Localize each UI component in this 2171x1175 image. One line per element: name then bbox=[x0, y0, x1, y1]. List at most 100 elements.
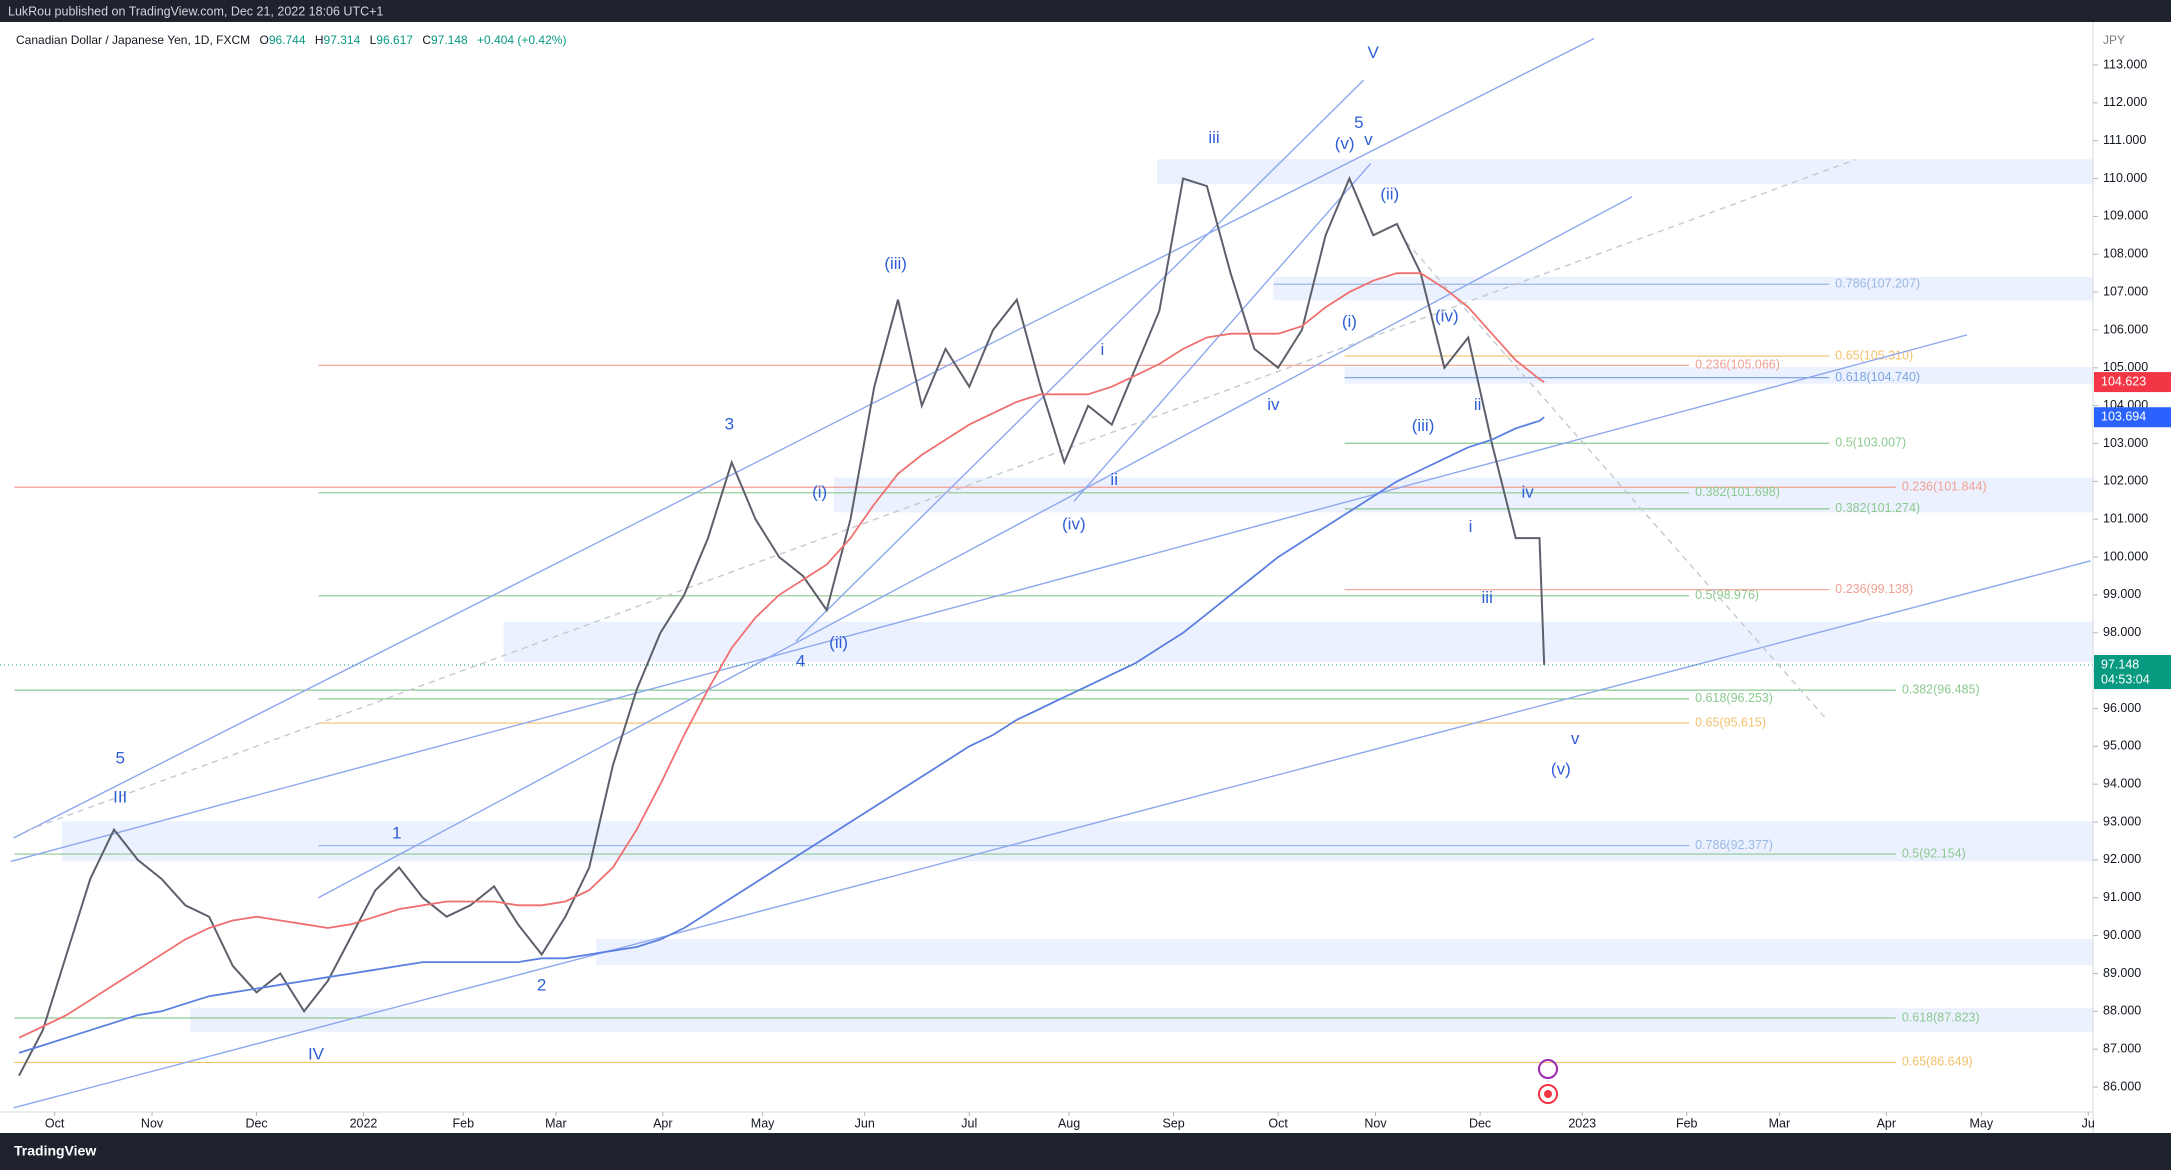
zone bbox=[1344, 367, 2093, 384]
x-tick-label: Feb bbox=[1676, 1116, 1698, 1130]
wave-label: (ii) bbox=[1380, 185, 1399, 204]
y-tick-label: 95.000 bbox=[2103, 739, 2141, 753]
wave-label: i bbox=[1469, 517, 1473, 536]
countdown: 04:53:04 bbox=[2101, 672, 2150, 686]
fib-label: 0.236(101.844) bbox=[1902, 480, 1987, 494]
x-tick-label: Sep bbox=[1162, 1116, 1184, 1130]
wave-label: (v) bbox=[1551, 759, 1571, 778]
y-tick-label: 92.000 bbox=[2103, 852, 2141, 866]
zone bbox=[190, 1008, 2093, 1032]
y-tick-label: 110.000 bbox=[2103, 171, 2147, 185]
wave-label: ii bbox=[1110, 470, 1118, 489]
wave-label: 1 bbox=[392, 823, 401, 842]
event-icon[interactable] bbox=[1538, 1059, 1558, 1079]
y-tick-label: 87.000 bbox=[2103, 1041, 2141, 1055]
y-tick-label: 93.000 bbox=[2103, 814, 2141, 828]
wave-label: (iii) bbox=[884, 254, 907, 273]
y-tick-label: 96.000 bbox=[2103, 701, 2141, 715]
wave-label: IV bbox=[308, 1045, 325, 1064]
wave-label: (v) bbox=[1335, 134, 1355, 153]
x-tick-label: Ju bbox=[2082, 1116, 2095, 1130]
wave-label: v bbox=[1364, 130, 1373, 149]
fib-label: 0.236(105.066) bbox=[1695, 358, 1780, 372]
price-label-box bbox=[2094, 372, 2171, 393]
zone bbox=[833, 477, 2093, 513]
fib-label: 0.65(86.649) bbox=[1902, 1055, 1973, 1069]
currency: JPY bbox=[2103, 33, 2125, 47]
y-tick-label: 113.000 bbox=[2103, 57, 2147, 71]
series-line bbox=[18, 272, 1545, 1039]
y-tick-label: 86.000 bbox=[2103, 1079, 2141, 1093]
wave-label: (iv) bbox=[1435, 307, 1459, 326]
x-tick-label: Oct bbox=[45, 1116, 65, 1130]
x-tick-label: Apr bbox=[653, 1116, 672, 1130]
trendline bbox=[13, 37, 1595, 839]
x-tick-label: Jul bbox=[961, 1116, 977, 1130]
ohlc-value: 96.617 bbox=[376, 33, 413, 47]
fib-label: 0.618(87.823) bbox=[1902, 1010, 1980, 1024]
brand: TradingView bbox=[14, 1143, 96, 1159]
x-tick-label: Apr bbox=[1877, 1116, 1896, 1130]
trendline bbox=[25, 158, 1856, 832]
wave-label: v bbox=[1571, 729, 1580, 748]
fib-label: 0.618(104.740) bbox=[1835, 370, 1920, 384]
y-tick-label: 107.000 bbox=[2103, 284, 2148, 298]
fib-label: 0.382(101.698) bbox=[1695, 485, 1780, 499]
y-tick-label: 91.000 bbox=[2103, 890, 2141, 904]
fib-label: 0.65(105.310) bbox=[1835, 348, 1913, 362]
footer-bar bbox=[0, 1133, 2171, 1170]
x-tick-label: 2022 bbox=[350, 1116, 378, 1130]
fib-label: 0.5(103.007) bbox=[1835, 436, 1906, 450]
x-tick-label: Aug bbox=[1058, 1116, 1080, 1130]
fib-label: 0.786(92.377) bbox=[1695, 838, 1773, 852]
wave-label: (i) bbox=[812, 483, 827, 502]
trendline bbox=[318, 196, 1633, 899]
wave-label: iii bbox=[1208, 128, 1219, 147]
fib-label: 0.786(107.207) bbox=[1835, 277, 1920, 291]
y-tick-label: 90.000 bbox=[2103, 928, 2141, 942]
zone bbox=[503, 621, 2093, 662]
wave-label: iv bbox=[1521, 483, 1534, 502]
zone bbox=[1156, 159, 2093, 185]
wave-label: (ii) bbox=[829, 633, 848, 652]
wave-label: ii bbox=[1474, 395, 1482, 414]
x-tick-label: May bbox=[751, 1116, 775, 1130]
y-tick-label: 102.000 bbox=[2103, 474, 2148, 488]
y-tick-label: 101.000 bbox=[2103, 512, 2148, 526]
fib-label: 0.618(96.253) bbox=[1695, 691, 1773, 705]
trendline bbox=[10, 334, 1968, 863]
y-tick-label: 94.000 bbox=[2103, 776, 2141, 790]
trendline bbox=[13, 560, 2091, 1109]
fib-label: 0.5(92.154) bbox=[1902, 846, 1966, 860]
symbol: Canadian Dollar / Japanese Yen, 1D, FXCM bbox=[16, 33, 250, 47]
x-tick-label: Mar bbox=[1769, 1116, 1791, 1130]
y-tick-label: 88.000 bbox=[2103, 1004, 2141, 1018]
wave-label: (iii) bbox=[1412, 416, 1435, 435]
price-label-box bbox=[2094, 655, 2171, 690]
price-label: 104.623 bbox=[2101, 374, 2146, 388]
x-tick-label: Feb bbox=[452, 1116, 474, 1130]
y-tick-label: 103.000 bbox=[2103, 436, 2148, 450]
y-tick-label: 89.000 bbox=[2103, 966, 2141, 980]
y-tick-label: 105.000 bbox=[2103, 360, 2148, 374]
x-tick-label: Oct bbox=[1268, 1116, 1288, 1130]
series-line bbox=[18, 416, 1545, 1054]
ohlc-key: L bbox=[370, 33, 377, 47]
event-icon[interactable] bbox=[1538, 1084, 1558, 1104]
wave-label: (i) bbox=[1342, 312, 1357, 331]
y-tick-label: 109.000 bbox=[2103, 209, 2148, 223]
ohlc-value: 96.744 bbox=[269, 33, 306, 47]
wave-label: 3 bbox=[725, 414, 734, 433]
change: +0.404 (+0.42%) bbox=[477, 33, 566, 47]
series-line bbox=[18, 175, 1546, 1077]
price-label: 97.148 bbox=[2101, 657, 2139, 671]
y-tick-label: 111.000 bbox=[2103, 133, 2146, 147]
price-label: 103.694 bbox=[2101, 410, 2146, 424]
x-tick-label: May bbox=[1970, 1116, 1994, 1130]
fib-label: 0.65(95.615) bbox=[1695, 715, 1766, 729]
fib-label: 0.5(98.976) bbox=[1695, 588, 1759, 602]
wave-label: iv bbox=[1267, 395, 1280, 414]
y-tick-label: 99.000 bbox=[2103, 587, 2141, 601]
wave-label: i bbox=[1100, 340, 1104, 359]
